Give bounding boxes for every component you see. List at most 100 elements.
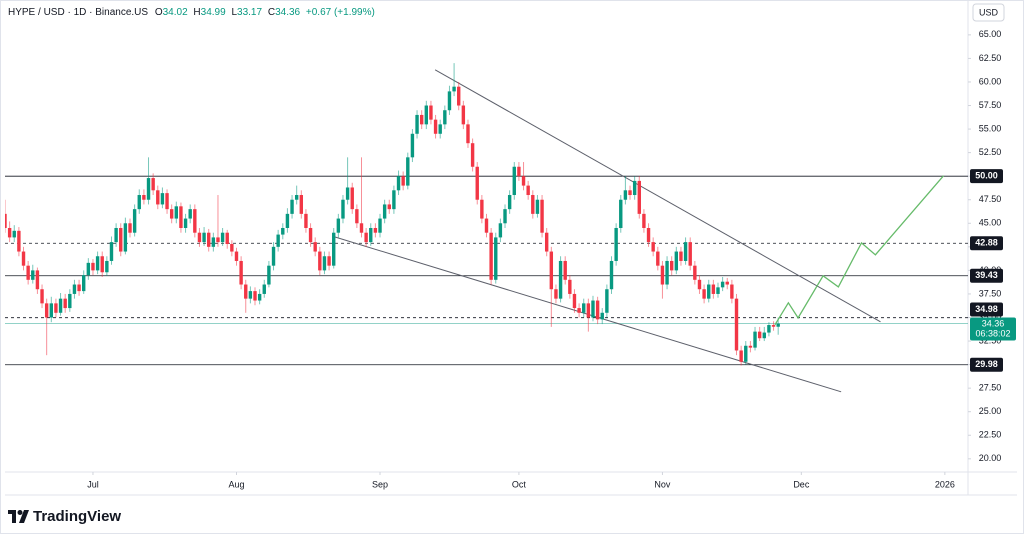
level-badge bbox=[970, 268, 1003, 283]
candle-body bbox=[507, 195, 512, 210]
candle-body bbox=[776, 323, 780, 327]
candle-body bbox=[95, 256, 100, 271]
currency-button[interactable] bbox=[972, 3, 1005, 22]
candle-body bbox=[457, 86, 461, 106]
ohlc-label: O bbox=[155, 7, 163, 18]
candle-body bbox=[86, 262, 91, 276]
candle-body bbox=[424, 105, 429, 125]
currency[interactable]: USD bbox=[979, 7, 999, 17]
candle-body bbox=[674, 251, 679, 271]
candle-body bbox=[512, 166, 516, 196]
candle-body bbox=[637, 180, 641, 214]
candle-body bbox=[656, 251, 660, 266]
candle-body bbox=[392, 190, 396, 210]
candle-body bbox=[72, 284, 77, 294]
candle-body bbox=[58, 298, 63, 313]
candle-body bbox=[725, 281, 729, 285]
x-tick-label: Oct bbox=[512, 479, 527, 489]
ohlc-value: 34.02 bbox=[163, 7, 188, 18]
candle-body bbox=[401, 176, 405, 186]
candle-body bbox=[494, 237, 498, 280]
candle-body bbox=[169, 209, 174, 219]
y-tick-label: 45.00 bbox=[979, 218, 1002, 228]
y-tick-label: 27.50 bbox=[979, 383, 1002, 393]
candle-body bbox=[433, 119, 438, 134]
ohlc-label: H bbox=[193, 7, 200, 18]
candle-body bbox=[753, 331, 757, 348]
brand-logo: TradingView bbox=[8, 508, 121, 525]
countdown: 06:38:02 bbox=[975, 328, 1010, 338]
candle-body bbox=[517, 166, 521, 177]
level-label: 50.00 bbox=[975, 171, 998, 181]
candle-body bbox=[707, 284, 711, 299]
y-tick-label: 35.00 bbox=[979, 312, 1002, 322]
candle-body bbox=[697, 279, 702, 290]
candle-body bbox=[591, 300, 595, 318]
candle-body bbox=[63, 298, 67, 309]
candle-body bbox=[119, 227, 123, 252]
y-tick-label: 52.50 bbox=[979, 147, 1002, 157]
candle-body bbox=[285, 213, 290, 228]
candle-body bbox=[461, 105, 466, 125]
brand: TradingView bbox=[33, 508, 121, 525]
candle-body bbox=[322, 256, 327, 271]
candle-body bbox=[7, 227, 12, 238]
candle-body bbox=[364, 232, 368, 243]
candle-body bbox=[582, 303, 586, 313]
candle-body bbox=[220, 232, 225, 243]
y-tick-label: 65.00 bbox=[979, 29, 1002, 39]
candle-body bbox=[549, 251, 554, 290]
x-tick-label: Nov bbox=[654, 479, 671, 489]
candle-body bbox=[174, 206, 179, 219]
candle-body bbox=[49, 303, 53, 318]
candle-body bbox=[132, 209, 137, 233]
candle-body bbox=[419, 114, 424, 125]
y-tick-label: 37.50 bbox=[979, 288, 1002, 298]
y-tick-label: 47.50 bbox=[979, 194, 1002, 204]
candle-body bbox=[105, 260, 109, 273]
candle-body bbox=[744, 345, 748, 362]
candle-body bbox=[318, 251, 322, 271]
candle-body bbox=[503, 209, 507, 224]
candle-body bbox=[544, 232, 549, 252]
level-label: 29.98 bbox=[975, 359, 998, 369]
candle-body bbox=[82, 275, 86, 292]
candle-body bbox=[262, 284, 266, 294]
candle-body bbox=[438, 124, 442, 134]
candle-body bbox=[332, 232, 336, 266]
candle-body bbox=[31, 270, 35, 280]
x-tick-label: Aug bbox=[228, 479, 244, 489]
candle-body bbox=[183, 218, 188, 228]
candle-body bbox=[114, 227, 118, 243]
candle-body bbox=[165, 193, 169, 210]
x-tick-label: Sep bbox=[372, 479, 388, 489]
candle-body bbox=[193, 209, 197, 233]
candle-body bbox=[137, 195, 141, 210]
logo-shape bbox=[12, 510, 16, 523]
candle-body bbox=[257, 293, 262, 301]
candle-body bbox=[540, 199, 544, 233]
candle-body bbox=[767, 325, 771, 333]
candle-body bbox=[716, 287, 720, 294]
candle-body bbox=[558, 260, 563, 299]
candle-body bbox=[410, 133, 415, 158]
candle-body bbox=[281, 227, 285, 235]
candle-body bbox=[387, 204, 391, 210]
candle-body bbox=[77, 284, 81, 292]
candle-body bbox=[345, 187, 350, 200]
candle-body bbox=[646, 227, 651, 243]
candle-body bbox=[628, 190, 632, 196]
candle-body bbox=[239, 260, 243, 285]
candle-body bbox=[475, 166, 479, 200]
candle-body bbox=[679, 251, 683, 261]
candle-body bbox=[535, 199, 540, 214]
candle-body bbox=[443, 110, 447, 125]
candle-body bbox=[382, 204, 387, 219]
candle-body bbox=[632, 180, 637, 196]
candle-body bbox=[683, 242, 688, 261]
candle-body bbox=[531, 195, 535, 214]
ohlc-value: 34.99 bbox=[201, 7, 226, 18]
candle-body bbox=[109, 242, 114, 261]
